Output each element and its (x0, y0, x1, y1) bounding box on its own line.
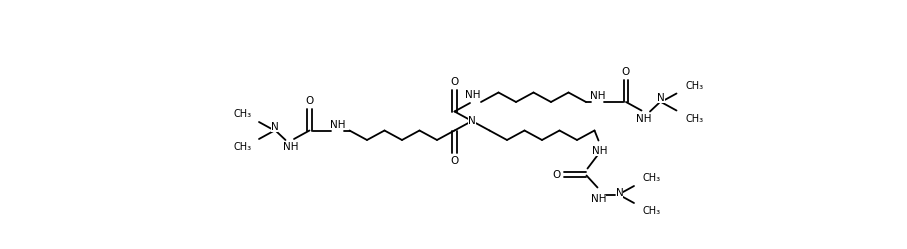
Text: N: N (468, 116, 476, 126)
Text: CH₃: CH₃ (234, 109, 252, 119)
Text: N: N (658, 93, 665, 103)
Text: NH: NH (590, 91, 606, 101)
Text: NH: NH (330, 120, 346, 129)
Text: CH₃: CH₃ (643, 173, 661, 183)
Text: CH₃: CH₃ (686, 80, 704, 90)
Text: N: N (270, 122, 278, 131)
Text: O: O (552, 170, 561, 180)
Text: CH₃: CH₃ (686, 114, 704, 124)
Text: NH: NH (590, 194, 606, 204)
Text: NH: NH (283, 142, 298, 152)
Text: CH₃: CH₃ (234, 142, 252, 152)
Text: O: O (451, 76, 459, 86)
Text: O: O (622, 67, 630, 77)
Text: CH₃: CH₃ (643, 206, 661, 216)
Text: N: N (616, 187, 623, 197)
Text: O: O (306, 96, 314, 106)
Text: NH: NH (591, 145, 608, 155)
Text: NH: NH (465, 90, 481, 100)
Text: NH: NH (636, 114, 651, 124)
Text: O: O (451, 155, 459, 166)
